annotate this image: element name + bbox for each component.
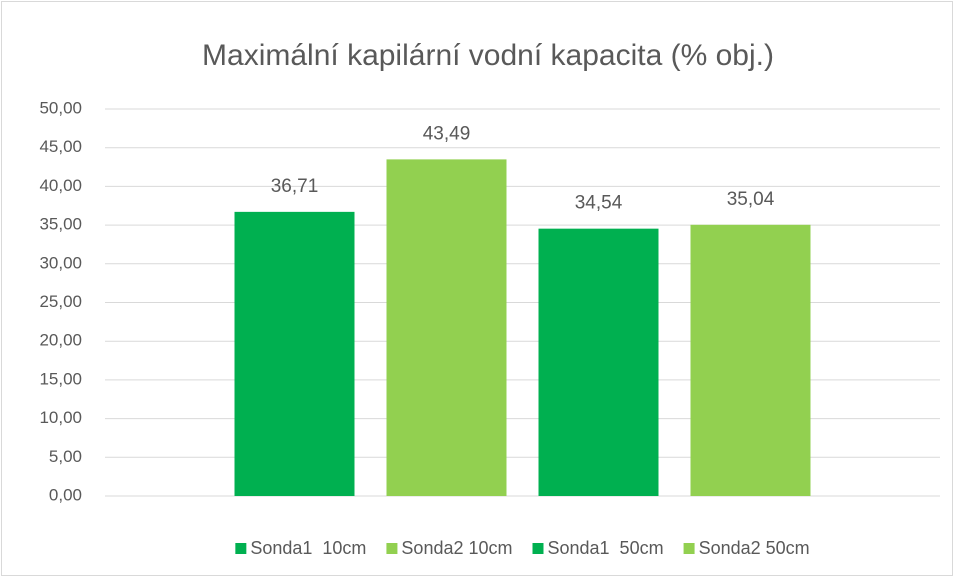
legend-label: Sonda2 50cm (699, 538, 810, 558)
legend-swatch (386, 543, 398, 554)
value-label: 34,54 (575, 193, 623, 214)
y-tick-label: 0,00 (49, 485, 82, 504)
y-tick-label: 10,00 (39, 408, 82, 427)
y-tick-label: 30,00 (39, 253, 82, 272)
y-tick-label: 15,00 (39, 369, 82, 388)
y-tick-label: 40,00 (39, 176, 82, 195)
value-label: 35,04 (727, 189, 775, 210)
value-label: 36,71 (271, 176, 319, 197)
bar (690, 224, 811, 496)
y-tick-label: 20,00 (39, 331, 82, 350)
y-tick-label: 35,00 (39, 215, 82, 234)
y-tick-label: 45,00 (39, 137, 82, 156)
legend-label: Sonda2 10cm (401, 538, 512, 558)
legend-swatch (235, 543, 247, 554)
y-tick-label: 50,00 (39, 98, 82, 117)
value-label: 43,49 (423, 123, 471, 144)
legend-label: Sonda1 10cm (250, 538, 366, 558)
legend-label: Sonda1 50cm (548, 538, 664, 558)
bar (386, 159, 507, 497)
bar (538, 228, 659, 496)
legend-swatch (532, 543, 544, 554)
bar (234, 211, 355, 496)
legend-swatch (683, 543, 695, 554)
chart-title: Maximální kapilární vodní kapacita (% ob… (202, 39, 774, 72)
y-tick-label: 5,00 (49, 447, 82, 466)
y-tick-label: 25,00 (39, 292, 82, 311)
